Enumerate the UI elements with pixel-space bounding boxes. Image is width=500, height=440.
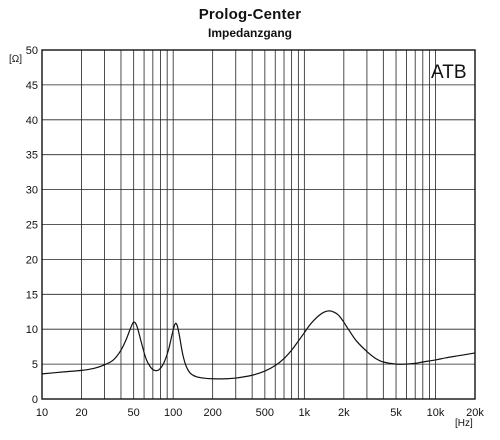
x-tick-label: 20 [75, 407, 87, 419]
x-tick-label: 5k [390, 407, 402, 419]
grid-lines [42, 50, 475, 399]
y-tick-label: 0 [32, 394, 38, 406]
x-tick-label: 10 [36, 407, 48, 419]
x-tick-label: 10k [427, 407, 445, 419]
y-tick-label: 15 [26, 289, 38, 301]
atb-annotation: ATB [431, 62, 467, 83]
y-tick-label: 25 [26, 220, 38, 232]
y-tick-label: 20 [26, 254, 38, 266]
y-tick-label: 10 [26, 324, 38, 336]
chart-title: Prolog-Center [198, 6, 302, 23]
y-tick-label: 50 [26, 45, 38, 57]
x-tick-label: 2k [338, 407, 350, 419]
x-tick-label: 1k [299, 407, 311, 419]
chart-subtitle: Impedanzgang [207, 26, 292, 40]
x-tick-label: 200 [203, 407, 221, 419]
impedance-curve [41, 310, 476, 380]
x-tick-label: 500 [256, 407, 274, 419]
y-tick-label: 35 [26, 150, 38, 162]
y-tick-label: 40 [26, 115, 38, 127]
y-tick-label: 45 [26, 80, 38, 92]
x-tick-label: 50 [128, 407, 140, 419]
y-tick-label: 5 [32, 359, 38, 371]
x-tick-label: 20k [466, 407, 484, 419]
y-tick-labels: 0 5 10 15 20 25 30 35 40 45 50 [26, 45, 38, 406]
x-tick-labels: 10 20 50 100 200 500 1k 2k 5k 10k 20k [36, 407, 484, 419]
y-axis-unit: [Ω] [9, 54, 22, 65]
plot-frame [41, 49, 476, 400]
x-tick-label: 100 [164, 407, 182, 419]
y-tick-label: 30 [26, 185, 38, 197]
x-axis-unit: [Hz] [455, 418, 473, 429]
